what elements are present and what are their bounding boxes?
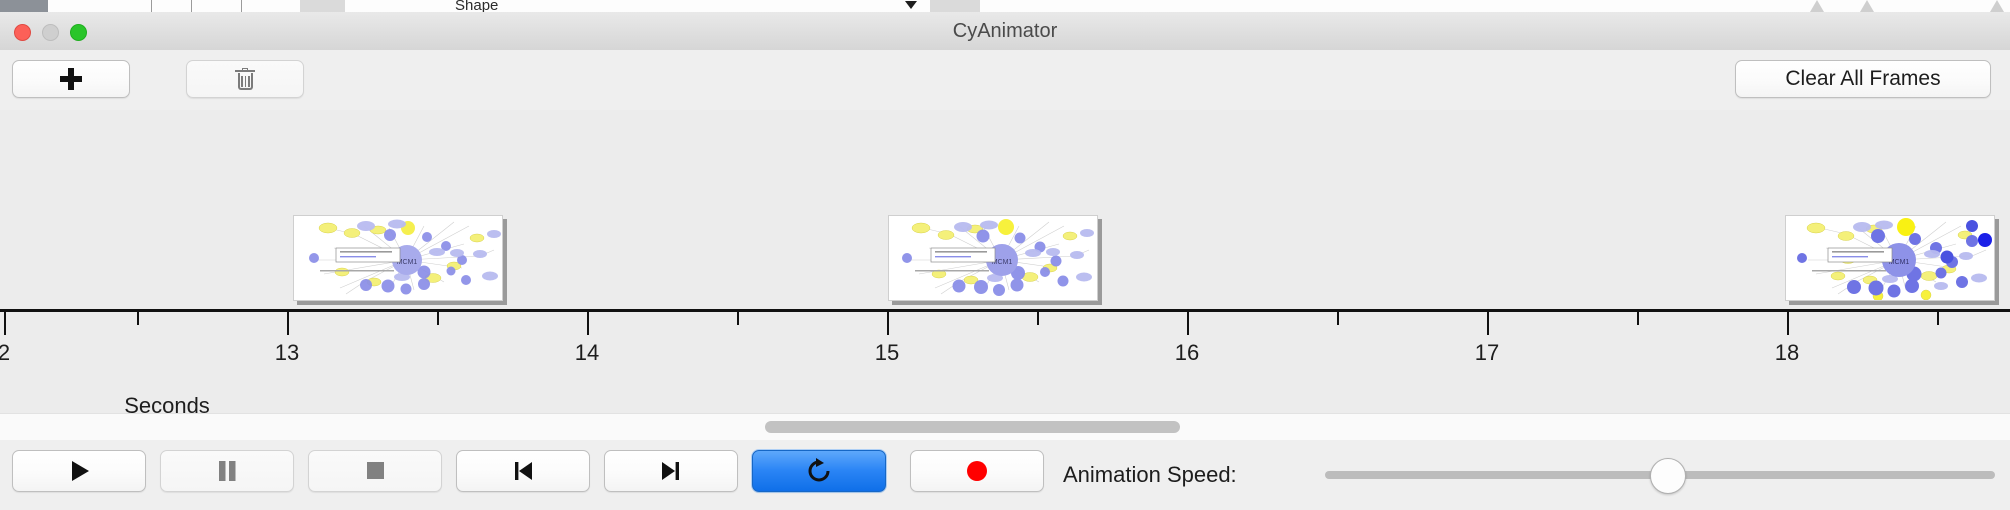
pause-button[interactable] <box>160 450 294 492</box>
timeline-panel[interactable]: MCM1 <box>0 110 2010 413</box>
skip-next-icon <box>662 462 679 480</box>
background-triangle-icon <box>1860 0 1874 12</box>
play-button[interactable] <box>12 450 146 492</box>
svg-text:MCM1: MCM1 <box>1889 259 1910 266</box>
stop-icon <box>367 462 384 479</box>
network-thumbnail: MCM1 <box>888 215 1098 301</box>
timeline-tick-label: 13 <box>274 340 300 365</box>
slider-knob[interactable] <box>1650 458 1686 494</box>
timeline-tick-major <box>1487 312 1489 335</box>
loop-button[interactable] <box>752 450 886 492</box>
svg-text:MCM1: MCM1 <box>992 259 1013 266</box>
timeline-tick-major <box>1787 312 1789 335</box>
background-cell <box>300 0 345 12</box>
background-divider <box>190 0 192 12</box>
timeline-tick-major <box>287 312 289 335</box>
skip-previous-icon <box>515 462 532 480</box>
timeline-tick-major <box>1187 312 1189 335</box>
clear-all-frames-button[interactable]: Clear All Frames <box>1735 60 1991 98</box>
playback-toolbar: Animation Speed: <box>0 440 2010 510</box>
network-thumbnail: MCM1 <box>1785 215 1995 301</box>
record-icon <box>967 461 987 481</box>
add-frame-button[interactable] <box>12 60 130 98</box>
network-thumbnail: MCM1 <box>293 215 503 301</box>
clear-all-frames-label: Clear All Frames <box>1785 67 1941 90</box>
zoom-button[interactable] <box>70 24 87 41</box>
background-divider <box>240 0 242 12</box>
timeline-tick-minor <box>137 312 139 325</box>
frame-toolbar: Clear All Frames <box>0 50 2010 111</box>
timeline-tick-minor <box>1337 312 1339 325</box>
frame-thumbnail-2[interactable]: MCM1 <box>888 215 1102 305</box>
skip-previous-button[interactable] <box>456 450 590 492</box>
pause-icon <box>219 461 236 481</box>
timeline-tick-label: 2 <box>0 340 11 365</box>
timeline-tick-major <box>587 312 589 335</box>
plus-icon <box>60 68 82 90</box>
background-triangle-icon <box>1990 0 2004 12</box>
timeline-tick-minor <box>1037 312 1039 325</box>
timeline-tick-major <box>4 312 6 335</box>
play-icon <box>72 461 89 481</box>
title-bar: CyAnimator <box>0 12 2010 51</box>
delete-frame-button[interactable] <box>186 60 304 98</box>
frame-thumbnail-1[interactable]: MCM1 <box>293 215 507 305</box>
stop-button[interactable] <box>308 450 442 492</box>
background-divider <box>150 0 152 12</box>
axis-title-label: Seconds <box>124 393 210 413</box>
animation-speed-label: Animation Speed: <box>1063 462 1237 487</box>
axis-title: Seconds <box>0 393 2010 413</box>
background-triangle-icon <box>1810 0 1824 12</box>
window-title: CyAnimator <box>952 20 1058 42</box>
timeline-tick-label: 14 <box>574 340 600 365</box>
timeline-tick-label: 16 <box>1174 340 1200 365</box>
close-button[interactable] <box>14 24 31 41</box>
record-button[interactable] <box>910 450 1044 492</box>
timeline-tick-minor <box>1937 312 1939 325</box>
animation-speed-slider[interactable] <box>1325 458 1995 494</box>
frame-thumbnail-3[interactable]: MCM1 <box>1785 215 1999 305</box>
network-graph-icon: MCM1 <box>1797 218 1992 300</box>
timeline-tick-minor <box>737 312 739 325</box>
network-graph-icon: MCM1 <box>902 219 1094 296</box>
background-cell <box>930 0 980 12</box>
minimize-button[interactable] <box>42 24 59 41</box>
trash-icon <box>235 67 255 91</box>
timeline-horizontal-scrollbar[interactable] <box>0 413 2010 441</box>
background-selected-cell <box>0 0 48 12</box>
background-column-header-shape: Shape <box>455 0 499 13</box>
network-graph-icon: MCM1 <box>309 219 501 295</box>
timeline-tick-minor <box>1637 312 1639 325</box>
timeline-tick-label: 18 <box>1774 340 1800 365</box>
sort-caret-icon <box>905 1 917 9</box>
timeline-tick-minor <box>437 312 439 325</box>
svg-text:MCM1: MCM1 <box>397 259 418 266</box>
window-traffic-lights <box>14 24 87 41</box>
scrollbar-thumb[interactable] <box>765 421 1180 433</box>
timeline-axis-line <box>0 309 2010 312</box>
timeline-tick-label: 17 <box>1474 340 1500 365</box>
skip-next-button[interactable] <box>604 450 738 492</box>
timeline-tick-major <box>887 312 889 335</box>
loop-icon <box>808 458 830 482</box>
timeline-tick-label: 15 <box>874 340 900 365</box>
